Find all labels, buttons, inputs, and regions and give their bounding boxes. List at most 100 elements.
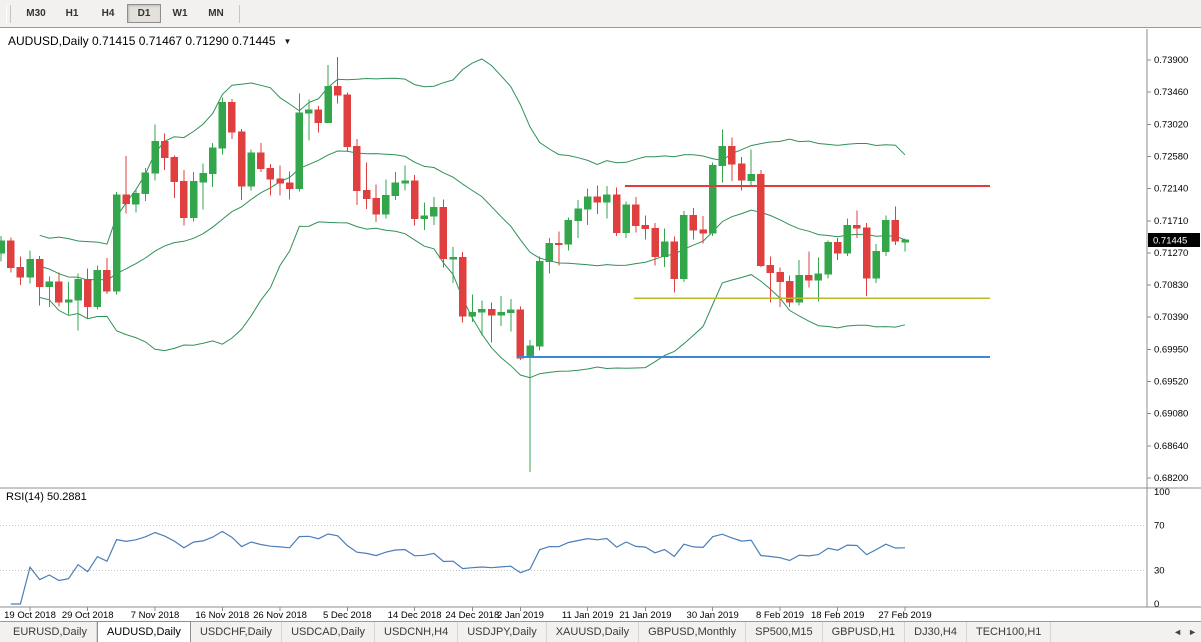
candle-body — [324, 85, 332, 123]
svg-text:100: 100 — [1154, 487, 1170, 498]
candle-body — [478, 308, 486, 313]
candle-body — [391, 182, 400, 197]
chart-tab-bar: EURUSD,Daily AUDUSD,Daily USDCHF,Daily USDC… — [0, 621, 1201, 642]
candle-body — [112, 194, 121, 292]
candle-body — [122, 194, 130, 205]
timeframe-button-h4[interactable]: H4 — [101, 8, 115, 19]
candle-body — [430, 206, 438, 217]
candle-body — [680, 215, 688, 280]
chart-tab-usdchf-daily[interactable]: USDCHF,Daily — [191, 622, 283, 642]
candle-body — [151, 140, 159, 174]
svg-text:16 Nov 2018: 16 Nov 2018 — [195, 610, 249, 621]
svg-text:0.73020: 0.73020 — [1154, 119, 1188, 130]
candle-body — [218, 102, 227, 149]
svg-text:0.69520: 0.69520 — [1154, 377, 1188, 388]
candle-body — [295, 112, 303, 189]
candle-body — [199, 173, 207, 183]
bollinger-middle-band — [39, 150, 906, 281]
chart-tab-tech100-h1[interactable]: TECH100,H1 — [967, 622, 1052, 642]
candle-body — [362, 190, 371, 200]
candle-body — [93, 270, 102, 307]
candle-body — [901, 239, 909, 243]
candle-body — [785, 281, 794, 303]
toolbar-separator — [239, 4, 240, 23]
candle-body — [699, 229, 707, 234]
toolbar-grip[interactable] — [6, 4, 11, 23]
timeframe-button-w1[interactable]: W1 — [172, 8, 188, 19]
timeframe-button-d1[interactable]: D1 — [127, 4, 161, 23]
svg-text:0.70390: 0.70390 — [1154, 312, 1188, 323]
candle-body — [843, 225, 852, 254]
svg-text:2 Jan 2019: 2 Jan 2019 — [497, 610, 544, 621]
candle-body — [0, 240, 5, 254]
candle-body — [132, 193, 140, 205]
tab-scroll-left-icon[interactable]: ◄ — [1173, 627, 1183, 637]
candle-body — [16, 267, 25, 278]
candle-body — [7, 240, 15, 269]
time-axis[interactable]: 19 Oct 2018 29 Oct 2018 7 Nov 2018 16 Nov 2… — [4, 607, 932, 621]
chart-tab-gbpusd-monthly[interactable]: GBPUSD,Monthly — [639, 622, 747, 642]
chart-tab-audusd-daily[interactable]: AUDUSD,Daily — [96, 621, 191, 642]
candle-body — [526, 345, 534, 359]
bollinger-upper-band — [39, 58, 906, 245]
candle-body — [728, 146, 736, 165]
candle-body — [689, 215, 698, 231]
candle-body — [555, 242, 563, 245]
candle-body — [709, 165, 717, 234]
horizontal-trendlines[interactable] — [518, 185, 990, 358]
chart-tab-usdcnh-h4[interactable]: USDCNH,H4 — [375, 622, 459, 642]
svg-text:0.71710: 0.71710 — [1154, 216, 1188, 227]
candle-body — [247, 152, 255, 187]
candle-body — [651, 228, 659, 258]
svg-text:24 Dec 2018: 24 Dec 2018 — [445, 610, 499, 621]
svg-text:26 Nov 2018: 26 Nov 2018 — [253, 610, 307, 621]
candle-body — [545, 242, 553, 263]
chart-tab-usdcad-daily[interactable]: USDCAD,Daily — [282, 622, 376, 642]
candle-body — [593, 196, 602, 203]
svg-text:21 Jan 2019: 21 Jan 2019 — [619, 610, 671, 621]
candle-body — [382, 195, 390, 215]
candle-body — [26, 259, 34, 278]
candle-body — [257, 152, 265, 170]
chart-tab-xauusd-daily[interactable]: XAUUSD,Daily — [547, 622, 640, 642]
candle-body — [584, 196, 592, 210]
timeframe-button-h1[interactable]: H1 — [65, 8, 79, 19]
svg-text:0.72580: 0.72580 — [1154, 152, 1188, 163]
timeframe-button-m30[interactable]: M30 — [26, 8, 46, 19]
svg-text:27 Feb 2019: 27 Feb 2019 — [878, 610, 931, 621]
svg-text:30 Jan 2019: 30 Jan 2019 — [687, 610, 739, 621]
candle-body — [170, 157, 178, 183]
svg-text:0.70830: 0.70830 — [1154, 280, 1188, 291]
candle-body — [276, 178, 284, 184]
chart-tab-eurusd-daily[interactable]: EURUSD,Daily — [4, 622, 97, 642]
chart-tab-dj30-h4[interactable]: DJ30,H4 — [905, 622, 967, 642]
rsi-line — [10, 530, 906, 605]
chart-ohlc-readout: AUDUSD,Daily 0.71415 0.71467 0.71290 0.7… — [8, 34, 291, 48]
chart-tab-sp500-m15[interactable]: SP500,M15 — [746, 622, 823, 642]
candle-body — [410, 180, 419, 219]
candle-body — [882, 220, 890, 252]
candle-body — [401, 180, 409, 184]
candle-body — [449, 256, 457, 260]
candlesticks — [0, 57, 909, 473]
rsi-indicator-label: RSI(14) 50.2881 — [6, 491, 87, 503]
candle-body — [180, 181, 188, 219]
candle-body — [747, 173, 755, 181]
svg-text:7 Nov 2018: 7 Nov 2018 — [131, 610, 180, 621]
chart-tab-usdjpy-daily[interactable]: USDJPY,Daily — [458, 622, 547, 642]
candle-body — [814, 273, 823, 281]
candle-body — [141, 172, 150, 194]
rsi-panel[interactable]: 100 70 30 0 — [0, 487, 1170, 610]
candle-body — [160, 140, 169, 158]
candle-body — [564, 220, 573, 245]
timeframe-button-mn[interactable]: MN — [208, 8, 224, 19]
chart-tab-gbpusd-h1[interactable]: GBPUSD,H1 — [823, 622, 906, 642]
candle-body — [834, 242, 842, 254]
price-axis[interactable]: 0.73900 0.73460 0.73020 0.72580 0.72140 0.717… — [1147, 55, 1188, 484]
candle-body — [228, 102, 236, 133]
candle-body — [334, 85, 342, 96]
tab-scroll-right-icon[interactable]: ► — [1188, 627, 1197, 637]
candle-body — [103, 270, 111, 292]
